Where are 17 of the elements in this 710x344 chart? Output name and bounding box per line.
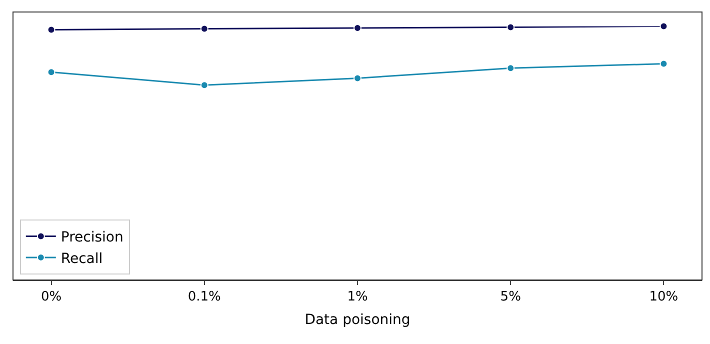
x-tick-label: 1% <box>347 290 368 305</box>
x-tick-label: 5% <box>500 290 521 305</box>
point <box>47 68 56 76</box>
legend-label: Recall <box>60 250 103 267</box>
point <box>506 23 515 32</box>
x-tick-label: 0.1% <box>188 290 221 305</box>
legend-label: Precision <box>60 230 124 246</box>
point <box>47 26 56 34</box>
x-axis-title: Data poisoning <box>304 312 410 328</box>
point <box>660 60 668 68</box>
point <box>200 24 208 33</box>
x-tick-label: 0% <box>40 290 62 305</box>
x-tick-label: 10% <box>649 290 678 305</box>
point <box>200 81 208 90</box>
point <box>354 74 362 82</box>
point <box>660 22 668 30</box>
point <box>506 64 515 72</box>
